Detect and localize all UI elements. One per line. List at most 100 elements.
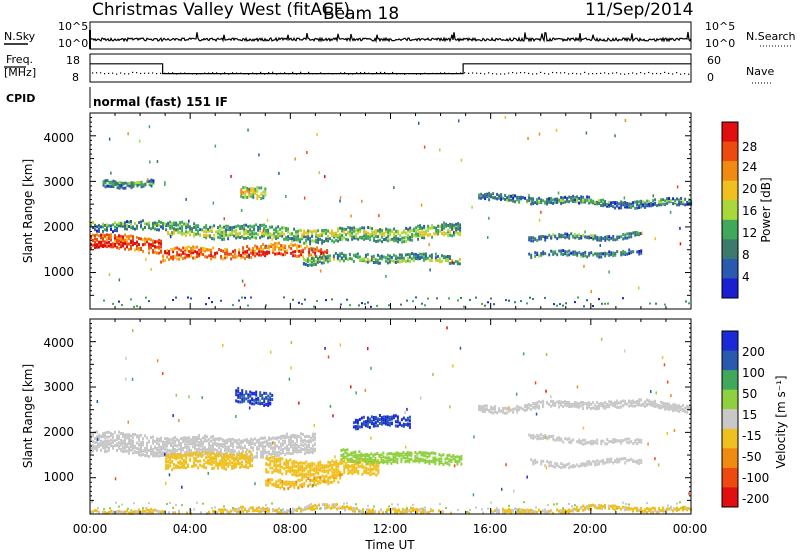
data-cell <box>294 442 296 445</box>
data-cell <box>280 435 282 438</box>
data-cell <box>401 241 403 244</box>
data-cell <box>335 252 337 255</box>
data-cell <box>664 405 666 408</box>
data-cell <box>174 436 176 439</box>
speckle-cell <box>213 202 215 205</box>
speckle-cell <box>653 194 655 197</box>
data-cell <box>245 237 247 240</box>
data-cell <box>181 233 183 236</box>
data-cell <box>267 479 269 482</box>
data-cell <box>443 225 445 228</box>
data-cell <box>136 447 138 450</box>
ground-scatter-cell <box>328 505 330 507</box>
data-cell <box>296 244 298 247</box>
data-cell <box>630 232 632 235</box>
speckle-cell <box>258 153 260 156</box>
data-cell <box>100 440 102 443</box>
data-cell <box>284 453 286 456</box>
data-cell <box>112 436 114 439</box>
data-cell <box>624 461 626 464</box>
nave-point <box>132 72 133 73</box>
data-cell <box>253 399 255 402</box>
data-cell <box>307 258 309 261</box>
data-cell <box>528 403 530 406</box>
data-cell <box>512 411 514 414</box>
data-cell <box>327 230 329 233</box>
speckle-cell <box>188 220 190 223</box>
data-cell <box>124 234 126 237</box>
data-cell <box>622 253 624 256</box>
data-cell <box>262 243 264 246</box>
data-cell <box>588 235 590 238</box>
data-cell <box>564 201 566 204</box>
speckle-cell <box>527 137 529 140</box>
ground-scatter-cell <box>418 509 420 511</box>
data-cell <box>594 404 596 407</box>
data-cell <box>261 235 263 238</box>
data-cell <box>406 510 408 513</box>
data-cell <box>496 411 498 414</box>
data-cell <box>554 250 556 253</box>
data-cell <box>568 462 570 465</box>
ground-scatter-cell <box>688 302 690 304</box>
data-cell <box>294 449 296 452</box>
data-cell <box>572 251 574 254</box>
data-cell <box>222 258 224 261</box>
data-cell <box>538 236 540 239</box>
data-cell <box>383 416 385 419</box>
data-cell <box>444 458 446 461</box>
data-cell <box>193 452 195 455</box>
data-cell <box>150 246 152 249</box>
data-cell <box>442 453 444 456</box>
data-cell <box>546 236 548 239</box>
data-cell <box>98 511 100 514</box>
data-cell <box>552 465 554 468</box>
data-cell <box>582 407 584 410</box>
speckle-cell <box>546 353 548 356</box>
data-cell <box>428 460 430 463</box>
data-cell <box>486 405 488 408</box>
data-cell <box>174 448 176 451</box>
data-cell <box>562 463 564 466</box>
data-cell <box>644 206 646 209</box>
data-cell <box>100 244 102 247</box>
data-cell <box>158 224 160 227</box>
speckle-cell <box>428 243 430 246</box>
data-cell <box>359 259 361 262</box>
data-cell <box>221 238 223 241</box>
data-cell <box>363 235 365 238</box>
data-cell <box>310 451 312 454</box>
data-cell <box>604 239 606 242</box>
data-cell <box>294 434 296 437</box>
noise-panel-frame <box>90 22 691 49</box>
data-cell <box>292 440 294 443</box>
data-cell <box>209 230 211 233</box>
data-cell <box>122 446 124 449</box>
data-cell <box>566 401 568 404</box>
data-cell <box>219 229 221 232</box>
ground-scatter-cell <box>574 301 576 303</box>
data-cell <box>307 485 309 488</box>
nave-point <box>572 73 573 74</box>
nave-point <box>444 72 445 73</box>
data-cell <box>666 402 668 405</box>
data-cell <box>582 509 584 512</box>
data-cell <box>126 243 128 246</box>
data-cell <box>614 201 616 204</box>
ground-scatter-cell <box>133 306 135 308</box>
data-cell <box>384 456 386 459</box>
nave-label: Nave <box>746 65 774 78</box>
data-cell <box>492 196 494 199</box>
data-cell <box>217 230 219 233</box>
nave-point <box>220 74 221 75</box>
data-cell <box>201 228 203 231</box>
data-cell <box>437 259 439 262</box>
data-cell <box>339 238 341 241</box>
data-cell <box>284 245 286 248</box>
nave-point <box>588 73 589 74</box>
data-cell <box>132 225 134 228</box>
data-cell <box>106 237 108 240</box>
data-cell <box>352 460 354 463</box>
data-cell <box>357 425 359 428</box>
data-cell <box>638 250 640 253</box>
